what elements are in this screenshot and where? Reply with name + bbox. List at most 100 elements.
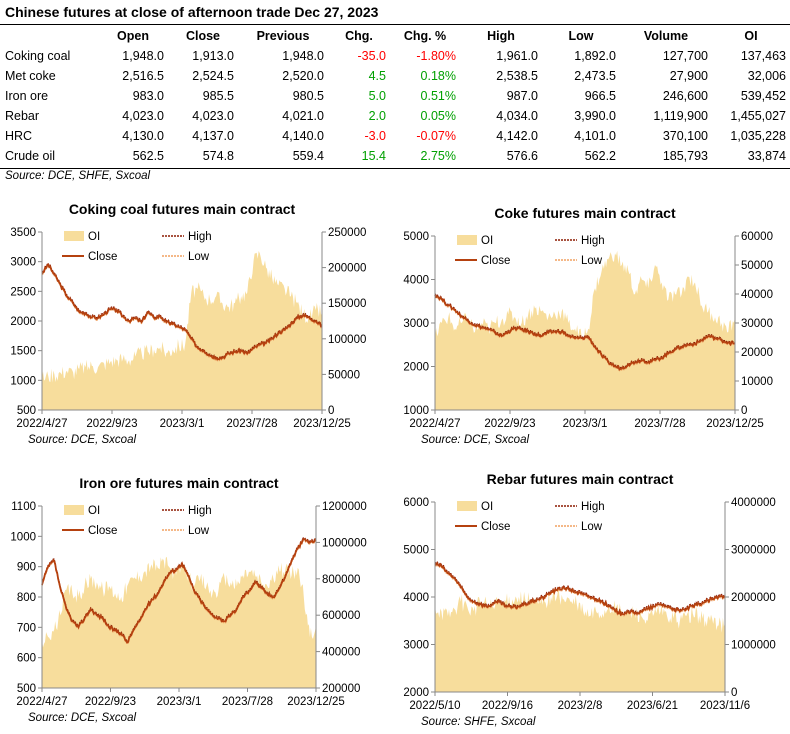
cell-close: 574.8: [202, 149, 234, 163]
chart-svg: Iron ore futures main contract 500 600 700 8…: [10, 475, 367, 724]
cell-name: Met coke: [5, 69, 56, 83]
legend-label: OI: [88, 505, 100, 517]
chart-title: Coking coal futures main contract: [69, 201, 296, 217]
y-tick-label-left: 3000: [10, 257, 36, 269]
y-tick-label-right: 60000: [741, 231, 773, 243]
legend-label: High: [188, 231, 212, 243]
x-tick-label: 2023/7/28: [222, 696, 273, 708]
legend-label: Low: [188, 525, 210, 537]
y-tick-label-right: 100000: [328, 334, 366, 346]
y-tick-label-right: 10000: [741, 376, 773, 388]
y-tick-label-right: 400000: [322, 647, 360, 659]
column-header: [0, 26, 98, 46]
y-tick-label-right: 0: [328, 405, 334, 417]
column-header: Chg.: [345, 29, 373, 43]
iron-ore-chart: Iron ore futures main contract 500 600 700 8…: [0, 462, 395, 729]
close-line: [434, 561, 726, 617]
y-tick-label-right: 50000: [741, 260, 773, 272]
y-tick-label-right: 150000: [328, 298, 366, 310]
x-tick-label: 2023/12/25: [287, 696, 345, 708]
y-tick-label-left: 1000: [403, 405, 429, 417]
cell-low: 2,473.5: [574, 69, 616, 83]
x-tick-label: 2022/9/23: [86, 418, 137, 430]
y-tick-label-left: 1000: [10, 531, 36, 543]
cell-chg: 2.0: [368, 109, 386, 123]
cell-oi: 1,035,228: [730, 129, 786, 143]
y-tick-label-right: 250000: [328, 227, 366, 239]
y-tick-label-left: 6000: [403, 497, 429, 509]
cell-chg: 5.0: [368, 89, 386, 103]
x-tick-label: 2022/9/23: [484, 418, 535, 430]
cell-chg: 15.4: [361, 149, 386, 163]
x-tick-label: 2022/5/10: [409, 700, 460, 712]
x-tick-label: 2022/4/27: [409, 418, 460, 430]
y-tick-label-left: 800: [17, 592, 36, 604]
oi-area: [435, 587, 725, 692]
legend-label: Low: [581, 255, 603, 267]
legend-swatch-oi: [64, 505, 84, 515]
cell-volume: 27,900: [669, 69, 708, 83]
cell-chg-pct: 0.51%: [420, 89, 456, 103]
cell-close: 985.5: [202, 89, 234, 103]
x-tick-label: 2023/2/8: [558, 700, 603, 712]
y-tick-label-right: 600000: [322, 610, 360, 622]
cell-low: 966.5: [584, 89, 616, 103]
column-header: Close: [185, 29, 221, 43]
cell-volume: 127,700: [662, 49, 708, 63]
cell-name: Rebar: [5, 109, 40, 123]
y-tick-label-right: 4000000: [731, 497, 776, 509]
y-tick-label-right: 800000: [322, 574, 360, 586]
cell-high: 576.6: [506, 149, 538, 163]
y-tick-label-right: 2000000: [731, 592, 776, 604]
cell-high: 4,142.0: [496, 129, 538, 143]
y-tick-label-left: 900: [17, 562, 36, 574]
legend-label: Close: [88, 525, 117, 537]
chart-source: Source: DCE, Sxcoal: [28, 434, 136, 446]
cell-oi: 33,874: [747, 149, 786, 163]
cell-open: 4,023.0: [122, 109, 164, 123]
legend-swatch-oi: [457, 501, 477, 511]
x-tick-label: 2023/3/1: [160, 418, 205, 430]
cell-volume: 246,600: [662, 89, 708, 103]
cell-chg-pct: 0.05%: [420, 109, 456, 123]
legend-swatch-oi: [457, 235, 477, 245]
chart-svg: Coke futures main contract 1000 2000 3000 40…: [403, 205, 773, 446]
legend-label: High: [581, 235, 605, 247]
oi-area: [42, 251, 322, 410]
chart-svg: Rebar futures main contract 2000 3000 4000 5…: [403, 471, 776, 728]
cell-oi: 137,463: [740, 49, 786, 63]
coking-coal-chart: Coking coal futures main contract 500 1000…: [0, 196, 395, 456]
legend-label: High: [188, 505, 212, 517]
cell-chg-pct: -1.80%: [416, 49, 456, 63]
y-tick-label-right: 1200000: [322, 501, 367, 513]
coke-chart: Coke futures main contract 1000 2000 3000 40…: [395, 196, 790, 456]
y-tick-label-left: 1100: [11, 501, 36, 513]
cell-high: 1,961.0: [496, 49, 538, 63]
y-tick-label-left: 2000: [403, 687, 429, 699]
futures-table: Open Close Previous Chg. Chg. % High Low Volume…: [0, 26, 790, 166]
cell-chg-pct: -0.07%: [416, 129, 456, 143]
cell-low: 1,892.0: [574, 49, 616, 63]
x-tick-label: 2023/3/1: [157, 696, 202, 708]
column-header: Volume: [643, 29, 689, 43]
rebar-chart: Rebar futures main contract 2000 3000 4000 5…: [395, 462, 790, 729]
y-tick-label-left: 1500: [10, 346, 36, 358]
y-tick-label-right: 1000000: [731, 640, 776, 652]
x-tick-label: 2023/7/28: [226, 418, 277, 430]
y-tick-label-right: 200000: [322, 683, 360, 695]
cell-previous: 4,140.0: [282, 129, 324, 143]
y-tick-label-right: 20000: [741, 347, 773, 359]
y-tick-label-left: 4000: [403, 275, 429, 287]
chart-title: Rebar futures main contract: [487, 471, 674, 487]
legend-label: OI: [481, 501, 493, 513]
x-tick-label: 2022/9/16: [482, 700, 533, 712]
y-tick-label-left: 3500: [10, 227, 36, 239]
legend-label: Low: [188, 251, 210, 263]
table-header-row: Open Close Previous Chg. Chg. % High Low Volume…: [0, 26, 790, 46]
chart-svg: Coking coal futures main contract 500 1000…: [10, 201, 366, 446]
x-tick-label: 2023/3/1: [563, 418, 608, 430]
table-source: Source: DCE, SHFE, Sxcoal: [5, 170, 151, 182]
y-tick-label-left: 5000: [403, 545, 429, 557]
chart-source: Source: DCE, Sxcoal: [421, 434, 529, 446]
cell-volume: 1,119,900: [653, 109, 708, 123]
